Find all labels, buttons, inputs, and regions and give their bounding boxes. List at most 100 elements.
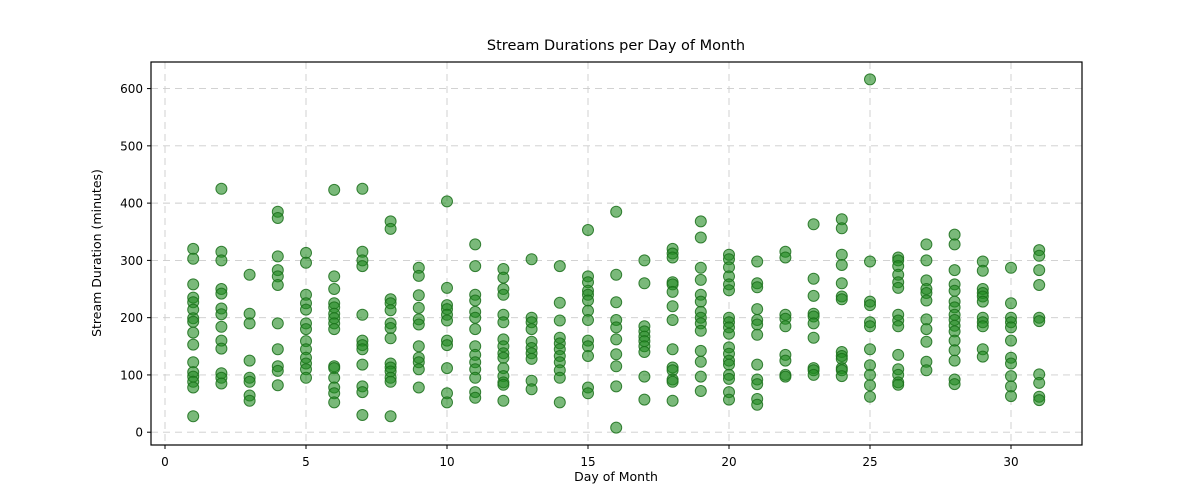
data-point: [187, 410, 200, 423]
y-tick-label: 100: [120, 368, 143, 382]
data-point: [666, 285, 679, 298]
y-axis-label: Stream Duration (minutes): [89, 169, 104, 337]
data-point: [1033, 249, 1046, 262]
data-point: [328, 183, 341, 196]
data-point: [610, 333, 623, 346]
data-point: [751, 328, 764, 341]
data-point: [920, 364, 933, 377]
data-point: [610, 421, 623, 434]
data-point: [215, 377, 228, 390]
data-point: [187, 278, 200, 291]
data-point: [779, 370, 792, 383]
data-point: [948, 238, 961, 251]
data-point: [412, 301, 425, 314]
plot-border: [150, 61, 1083, 446]
data-point: [1005, 357, 1017, 370]
chart-title: Stream Durations per Day of Month: [487, 38, 745, 54]
data-point: [497, 271, 510, 284]
data-point: [807, 272, 820, 285]
data-point: [1005, 334, 1017, 347]
data-point: [694, 355, 707, 368]
data-point: [892, 348, 905, 361]
data-point: [1005, 297, 1017, 310]
data-point: [666, 343, 679, 356]
data-point: [553, 296, 566, 309]
data-point: [864, 368, 876, 381]
data-point: [751, 281, 764, 294]
data-point: [187, 315, 200, 328]
data-point: [1033, 315, 1046, 328]
data-point: [187, 326, 200, 339]
data-point: [976, 295, 989, 308]
data-point: [723, 284, 735, 297]
data-point: [271, 317, 284, 330]
data-point: [582, 350, 594, 362]
data-point: [497, 316, 510, 329]
data-point: [694, 273, 707, 286]
data-point: [187, 252, 200, 265]
data-point: [525, 323, 538, 336]
data-point: [723, 393, 735, 406]
y-tick-label: 300: [120, 254, 143, 268]
data-point: [356, 308, 369, 321]
data-point: [864, 390, 876, 403]
data-point: [243, 317, 256, 330]
data-point: [243, 375, 256, 388]
data-point: [469, 311, 482, 324]
data-point: [525, 383, 538, 396]
data-point: [328, 270, 341, 283]
data-point: [469, 238, 482, 251]
data-point: [779, 251, 792, 264]
data-point: [976, 320, 989, 333]
data-point: [666, 300, 679, 313]
data-point: [638, 370, 651, 383]
data-point: [892, 281, 905, 294]
data-point: [948, 354, 961, 367]
data-point: [779, 354, 792, 367]
data-point: [525, 253, 538, 266]
data-points: [187, 73, 1046, 434]
data-point: [779, 320, 792, 333]
data-point: [525, 352, 538, 365]
data-point: [356, 358, 369, 371]
data-point: [412, 289, 425, 302]
data-point: [497, 394, 510, 407]
data-point: [271, 250, 284, 263]
data-point: [469, 371, 482, 384]
data-point: [300, 323, 312, 336]
data-point: [807, 331, 820, 344]
data-point: [441, 195, 453, 208]
x-tick-label: 0: [161, 455, 169, 469]
data-point: [610, 205, 623, 218]
data-point: [469, 323, 482, 336]
data-point: [215, 320, 228, 333]
data-point: [271, 343, 284, 356]
data-point: [469, 391, 482, 404]
data-point: [243, 394, 256, 407]
data-point: [582, 294, 594, 307]
data-point: [215, 342, 228, 355]
x-tick-label: 15: [580, 455, 595, 469]
data-point: [384, 304, 397, 317]
tick-marks: [147, 88, 1012, 449]
data-point: [751, 318, 764, 331]
x-tick-label: 30: [1003, 455, 1018, 469]
data-point: [610, 348, 623, 361]
data-point: [694, 344, 707, 357]
data-point: [553, 396, 566, 409]
data-point: [976, 264, 989, 277]
data-point: [412, 318, 425, 331]
x-tick-label: 5: [302, 455, 310, 469]
data-point: [723, 372, 735, 385]
data-point: [610, 296, 623, 309]
data-point: [384, 375, 397, 388]
data-point: [666, 314, 679, 326]
data-point: [384, 322, 397, 334]
data-point: [356, 260, 369, 273]
data-point: [694, 385, 707, 397]
data-point: [243, 354, 256, 367]
data-point: [807, 368, 820, 381]
y-tick-label: 400: [120, 197, 143, 211]
data-point: [356, 182, 369, 195]
